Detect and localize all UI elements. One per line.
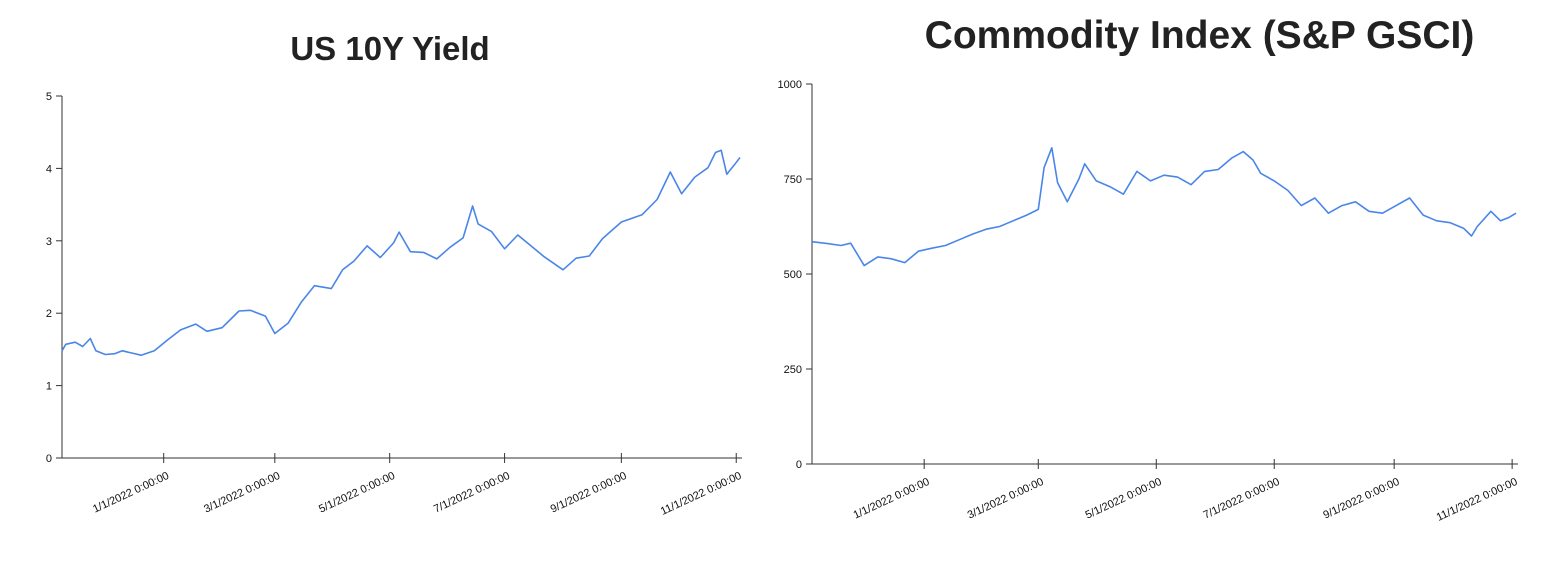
x-tick-label: 9/1/2022 0:00:00: [1322, 476, 1402, 522]
x-tick-label: 1/1/2022 0:00:00: [852, 476, 932, 522]
y-tick-label: 5: [46, 91, 52, 103]
x-tick-label: 5/1/2022 0:00:00: [1084, 476, 1164, 522]
x-tick-label: 5/1/2022 0:00:00: [317, 470, 397, 516]
commodity-chart-panel: Commodity Index (S&P GSCI) 0 250 500 750 100…: [760, 0, 1549, 578]
commodity-chart-svg: 0 250 500 750 1000 1/1/2022 0:00:00 3/1/2022 0…: [778, 79, 1520, 524]
y-tick-label: 750: [784, 174, 802, 186]
chart-title: US 10Y Yield: [290, 30, 490, 67]
y-tick-label: 1000: [778, 79, 802, 91]
series-line: [811, 147, 1517, 267]
chart-title: Commodity Index (S&P GSCI): [924, 14, 1475, 57]
x-tick-label: 3/1/2022 0:00:00: [202, 470, 282, 516]
x-tick-label: 11/1/2022 0:00:00: [1435, 476, 1520, 524]
y-tick-label: 250: [784, 364, 802, 376]
x-tick-label: 11/1/2022 0:00:00: [659, 470, 744, 518]
series-line: [61, 149, 741, 356]
y-tick-label: 1: [46, 381, 52, 393]
yield-chart-svg: 0 1 2 3 4 5 1/1/2022 0:00:00 3/1/2022 0:00:00 5/…: [46, 91, 744, 518]
y-tick-label: 4: [46, 163, 52, 175]
x-tick-label: 3/1/2022 0:00:00: [966, 476, 1046, 522]
x-tick-label: 1/1/2022 0:00:00: [91, 470, 171, 516]
y-tick-label: 0: [46, 453, 52, 465]
y-tick-label: 0: [796, 459, 802, 471]
y-tick-label: 3: [46, 236, 52, 248]
y-tick-label: 2: [46, 308, 52, 320]
x-tick-label: 7/1/2022 0:00:00: [432, 470, 512, 516]
x-tick-label: 7/1/2022 0:00:00: [1202, 476, 1282, 522]
x-tick-label: 9/1/2022 0:00:00: [549, 470, 629, 516]
yield-chart-panel: US 10Y Yield 0 1 2 3 4 5 1/1/2022 0:00:00 3/1/2…: [0, 0, 760, 578]
y-tick-label: 500: [784, 269, 802, 281]
